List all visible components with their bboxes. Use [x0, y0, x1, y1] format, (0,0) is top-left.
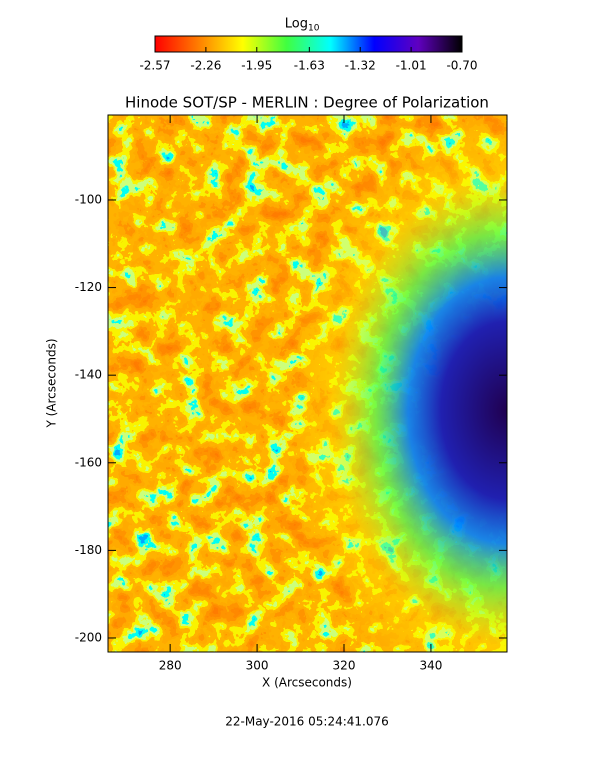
colorbar-tick-label: -0.70	[446, 59, 477, 73]
colorbar-tick-label: -1.01	[396, 59, 427, 73]
colorbar	[154, 35, 463, 53]
x-tick-label: 280	[159, 659, 182, 673]
colorbar-tick-label: -1.95	[241, 59, 272, 73]
y-tick-label: -160	[75, 455, 102, 469]
plot-frame	[107, 114, 508, 653]
x-axis-label: X (Arcseconds)	[262, 676, 352, 690]
y-tick-label: -120	[75, 280, 102, 294]
x-tick-label: 300	[246, 659, 269, 673]
y-tick-label: -140	[75, 368, 102, 382]
y-axis-label: Y (Arcseconds)	[45, 338, 59, 428]
colorbar-tick-label: -1.32	[345, 59, 376, 73]
chart-title: Hinode SOT/SP - MERLIN : Degree of Polar…	[125, 94, 489, 112]
x-tick-label: 320	[333, 659, 356, 673]
x-tick-label: 340	[419, 659, 442, 673]
colorbar-tick-label: -2.57	[139, 59, 170, 73]
heatmap-image	[108, 115, 507, 652]
footer-date: 22-May-2016 05:24:41.076	[225, 715, 389, 729]
colorbar-label: Log	[285, 17, 308, 32]
y-tick-label: -180	[75, 543, 102, 557]
y-tick-label: -100	[75, 192, 102, 206]
colorbar-label-sub: 10	[308, 24, 320, 34]
colorbar-tick-label: -2.26	[190, 59, 221, 73]
colorbar-tick-label: -1.63	[294, 59, 325, 73]
y-tick-label: -200	[75, 630, 102, 644]
